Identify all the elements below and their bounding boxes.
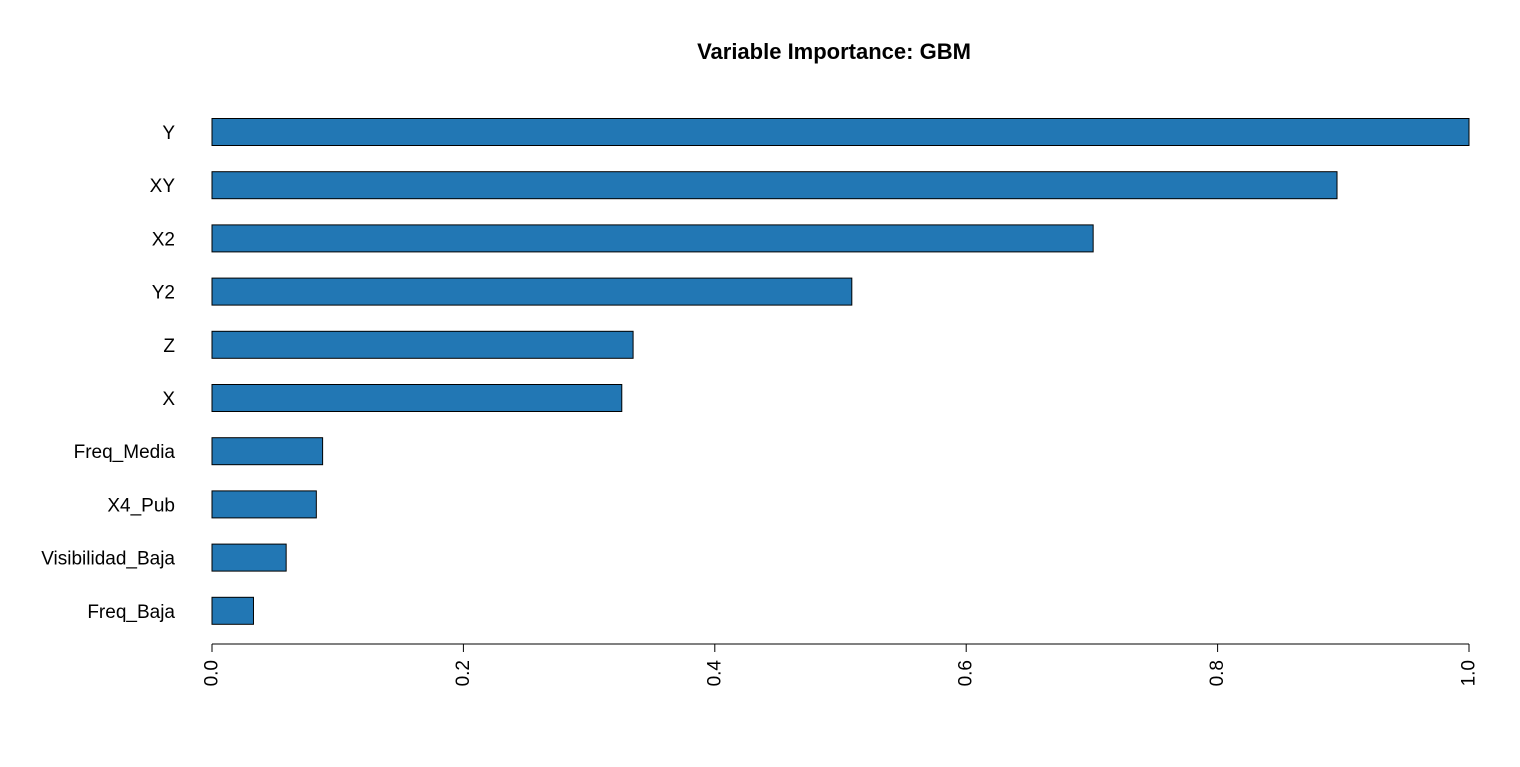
bar-x [211,384,623,412]
bar-z [211,330,634,359]
category-label: XY [150,176,176,197]
bar-xy [211,171,1338,200]
bars-group [211,118,1470,625]
x-tick-label: 0.0 [202,660,223,686]
category-label: X4_Pub [107,495,175,516]
category-label: Freq_Baja [87,602,175,623]
category-label: X2 [152,229,175,250]
x-tick-label: 1.0 [1459,660,1480,686]
x-tick-label: 0.2 [453,660,474,686]
x-tick-label: 0.4 [704,660,725,687]
category-label: Y [162,123,175,144]
category-label: X [162,389,175,410]
category-label: Z [163,336,175,357]
bar-x4-pub [211,490,317,519]
x-tick-label: 0.8 [1207,660,1228,686]
category-label: Freq_Media [74,442,176,463]
category-labels-group: Y XY X2 Y2 Z X Freq_Media X4_Pub Visibilidad_Baj… [41,123,175,623]
bar-visibilidad-baja [211,543,287,572]
category-label: Y2 [152,283,175,304]
x-axis: 0.0 0.2 0.4 0.6 0.8 1.0 [202,643,1480,687]
category-label: Visibilidad_Baja [41,549,175,570]
bar-y2 [211,277,853,306]
bar-freq-media [211,437,324,466]
bar-x2 [211,224,1094,253]
chart-title: Variable Importance: GBM [697,39,971,64]
x-tick-label: 0.6 [956,660,977,686]
bar-y [211,118,1470,146]
bar-freq-baja [211,596,254,625]
